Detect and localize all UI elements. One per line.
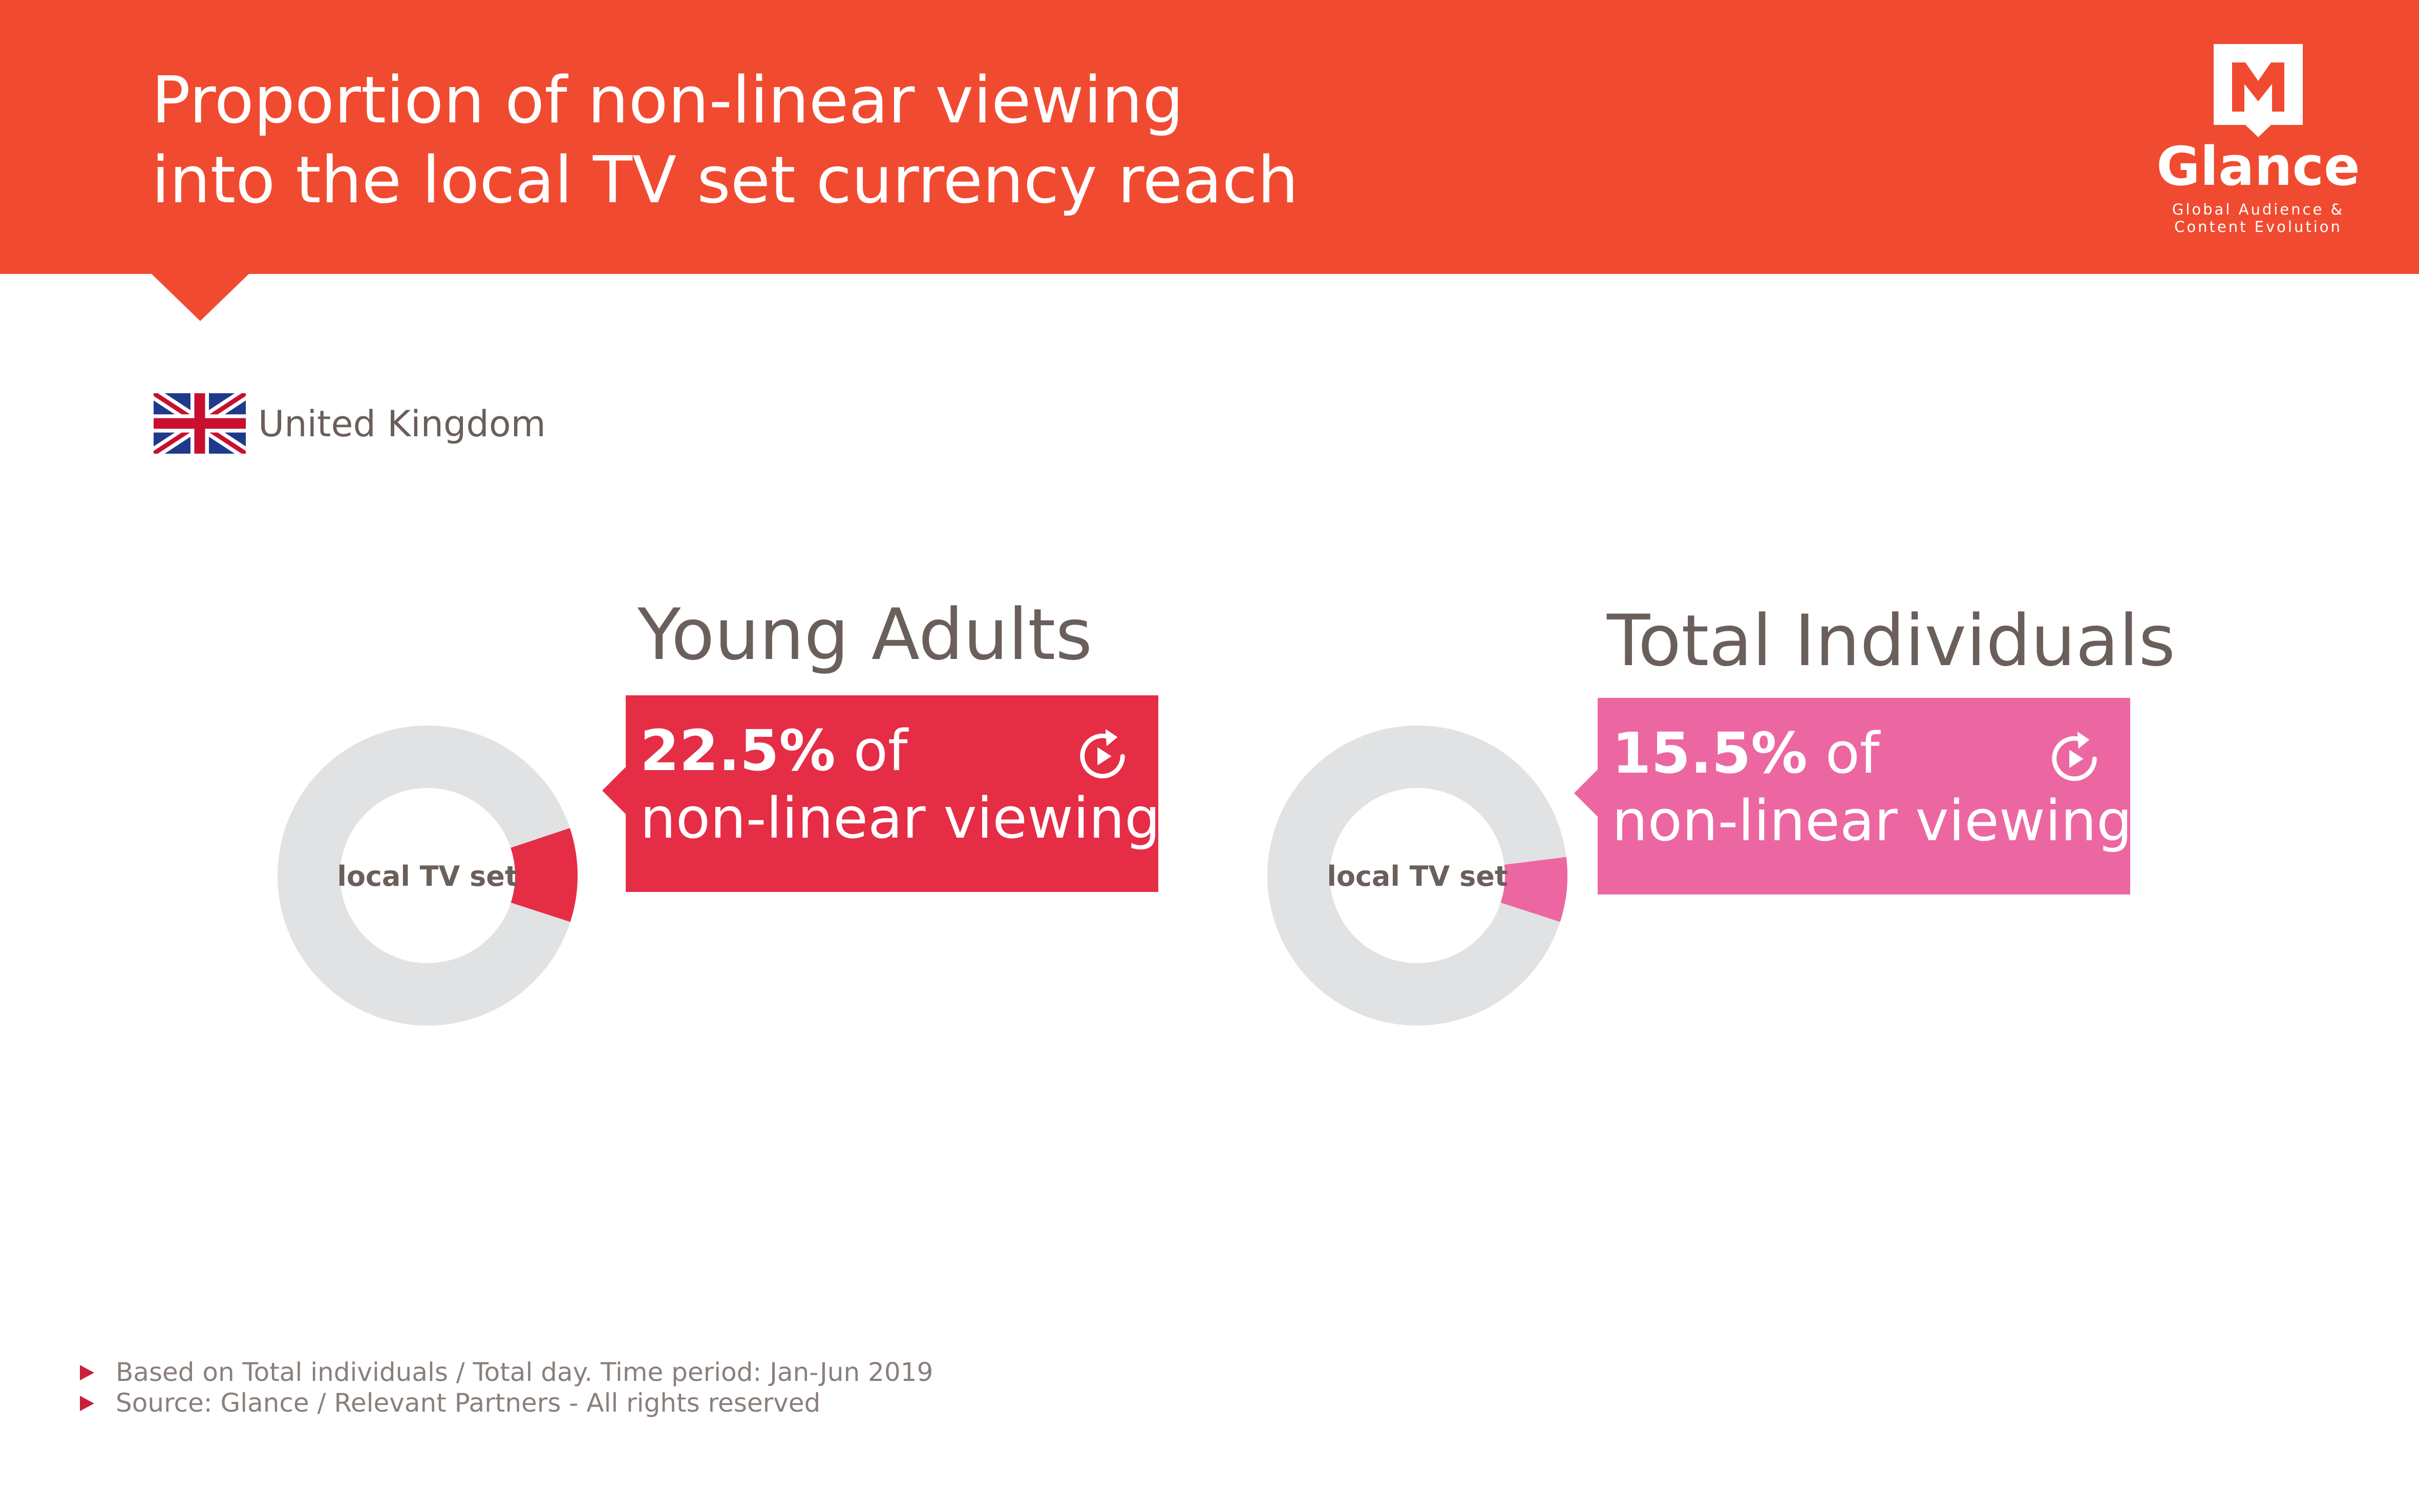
glance-logo: Glance Global Audience & Content Evoluti… xyxy=(2151,36,2366,251)
footer-notes: Based on Total individuals / Total day. … xyxy=(80,1357,933,1418)
callout-percentage: 22.5% xyxy=(640,718,836,783)
bullet-triangle-icon xyxy=(80,1396,94,1411)
donut-slice-non-linear xyxy=(511,828,578,922)
footer-note-1: Based on Total individuals / Total day. … xyxy=(80,1357,933,1388)
donut-slice-non-linear xyxy=(1500,857,1567,922)
footer-note-2-text: Source: Glance / Relevant Partners - All… xyxy=(116,1388,821,1418)
replay-icon xyxy=(2052,731,2097,781)
callout-box: 15.5% of non-linear viewing xyxy=(1574,698,2132,895)
callout-tail xyxy=(602,767,626,814)
panel-heading: Total Individuals xyxy=(1607,600,2176,682)
glance-m-logo-icon xyxy=(2214,44,2303,137)
callout-text: 15.5% of non-linear viewing xyxy=(1612,719,2132,855)
page-title-line-2: into the local TV set currency reach xyxy=(152,142,1299,218)
donut-chart-total-individuals: local TV set xyxy=(1267,726,1567,1026)
tagline-line-2: Content Evolution xyxy=(2174,218,2342,236)
donut-chart-young-adults: local TV set xyxy=(278,726,578,1026)
bullet-triangle-icon xyxy=(80,1365,94,1380)
header-banner: Proportion of non-linear viewing into th… xyxy=(0,0,2419,274)
callout-text: 22.5% of non-linear viewing xyxy=(640,717,1160,852)
callout-box: 22.5% of non-linear viewing xyxy=(602,695,1160,892)
callout-of: of xyxy=(853,718,908,783)
glance-logo-name: Glance xyxy=(2156,135,2360,198)
page-title: Proportion of non-linear viewing into th… xyxy=(152,60,1299,220)
donut-center-label: local TV set xyxy=(1327,860,1508,892)
callout-percentage: 15.5% xyxy=(1612,720,1808,786)
panel-heading: Young Adults xyxy=(638,593,1093,676)
callout-label: non-linear viewing xyxy=(1612,788,2132,854)
callout-of: of xyxy=(1825,720,1880,786)
page-title-line-1: Proportion of non-linear viewing xyxy=(152,62,1184,138)
country-name: United Kingdom xyxy=(258,403,546,445)
glance-logo-tagline: Global Audience & Content Evolution xyxy=(2151,201,2366,236)
footer-note-1-text: Based on Total individuals / Total day. … xyxy=(116,1357,933,1387)
callout-tail xyxy=(1574,770,1598,817)
replay-icon xyxy=(1080,729,1125,779)
header-pointer xyxy=(152,274,249,321)
footer-note-2: Source: Glance / Relevant Partners - All… xyxy=(80,1388,933,1418)
uk-flag-icon xyxy=(154,393,246,454)
donut-center-label: local TV set xyxy=(337,860,518,892)
callout-label: non-linear viewing xyxy=(640,785,1160,851)
tagline-line-1: Global Audience & xyxy=(2172,201,2345,218)
